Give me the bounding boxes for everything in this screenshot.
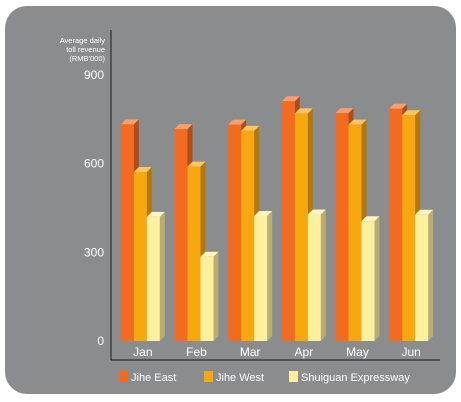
- bar-front: [120, 124, 134, 341]
- bar-front: [174, 129, 188, 341]
- x-tick-label: Apr: [294, 345, 313, 359]
- bar-side: [428, 209, 434, 341]
- y-axis-label-line-1: Average daily: [60, 36, 106, 45]
- bar-top: [133, 166, 152, 172]
- bar-front: [361, 221, 375, 341]
- x-tick-label: Mar: [240, 345, 261, 359]
- bar-top: [402, 110, 421, 116]
- x-tick-label: Jan: [133, 345, 152, 359]
- legend-swatch: [289, 371, 298, 382]
- legend-label: Shuiguan Expressway: [301, 372, 410, 384]
- bar: [254, 210, 273, 341]
- y-tick-label: 600: [84, 157, 104, 171]
- bar-top: [361, 216, 380, 222]
- bar-top: [415, 209, 434, 215]
- bar-front: [146, 216, 160, 341]
- bar-front: [402, 115, 416, 341]
- bar-top: [146, 211, 165, 217]
- bar-front: [335, 113, 349, 341]
- legend-swatch: [204, 371, 213, 382]
- bar-group: [120, 119, 165, 341]
- x-tick-label: Feb: [186, 345, 207, 359]
- bar-front: [415, 214, 429, 341]
- bar-side: [267, 210, 273, 341]
- bar-front: [389, 108, 403, 342]
- bar-top: [200, 251, 219, 257]
- bar-group: [281, 96, 326, 341]
- bar-top: [389, 103, 408, 109]
- bar-front: [200, 256, 214, 341]
- legend-label: Jihe East: [131, 372, 176, 384]
- bar-front: [281, 101, 295, 341]
- bar-group: [228, 119, 273, 341]
- bar-top: [281, 96, 300, 102]
- bar-top: [348, 119, 367, 125]
- bar-top: [120, 119, 139, 125]
- bar-top: [241, 125, 260, 131]
- y-tick-label: 900: [84, 68, 104, 82]
- bars-group: [120, 96, 434, 342]
- y-axis-label-line-3: (RMB'000): [69, 54, 105, 63]
- bar-top: [335, 108, 354, 114]
- bar: [200, 251, 219, 341]
- bar-top: [254, 210, 273, 216]
- bar-top: [307, 209, 326, 215]
- bar-side: [213, 251, 219, 341]
- bar-top: [187, 161, 206, 167]
- bar-front: [294, 113, 308, 341]
- legend-label: Jihe West: [216, 372, 264, 384]
- bar-side: [159, 211, 165, 341]
- bar-side: [374, 216, 380, 341]
- y-tick-label: 0: [97, 334, 104, 348]
- y-axis-label: Average daily toll revenue (RMB'000): [60, 36, 106, 63]
- bar-side: [320, 209, 326, 341]
- y-axis-label-line-2: toll revenue: [66, 45, 105, 54]
- bar-group: [174, 124, 219, 341]
- bar-front: [254, 215, 268, 341]
- bar-front: [133, 171, 147, 341]
- bar-group: [389, 103, 434, 342]
- x-tick-label: May: [346, 345, 369, 359]
- bar-front: [228, 124, 242, 341]
- legend: Jihe East Jihe West Shuiguan Expressway: [119, 371, 410, 384]
- bar-top: [228, 119, 247, 125]
- x-tick-label: Jun: [401, 345, 420, 359]
- bar: [146, 211, 165, 341]
- bar-front: [348, 124, 362, 341]
- bar-top: [174, 124, 193, 130]
- bar-group: [335, 108, 380, 341]
- y-tick-label: 300: [84, 245, 104, 259]
- bar-front: [241, 130, 255, 341]
- bar-front: [307, 214, 321, 341]
- legend-item: Shuiguan Expressway: [289, 371, 410, 384]
- legend-item: Jihe East: [119, 371, 176, 384]
- bar: [361, 216, 380, 341]
- y-ticks-group: 0 300 600 900: [84, 68, 104, 348]
- bar-front: [187, 166, 201, 341]
- bar: [307, 209, 326, 341]
- bar: [415, 209, 434, 341]
- x-ticks-group: Jan Feb Mar Apr May Jun: [133, 345, 421, 359]
- legend-item: Jihe West: [204, 371, 264, 384]
- legend-swatch: [119, 371, 128, 382]
- bar-top: [294, 108, 313, 114]
